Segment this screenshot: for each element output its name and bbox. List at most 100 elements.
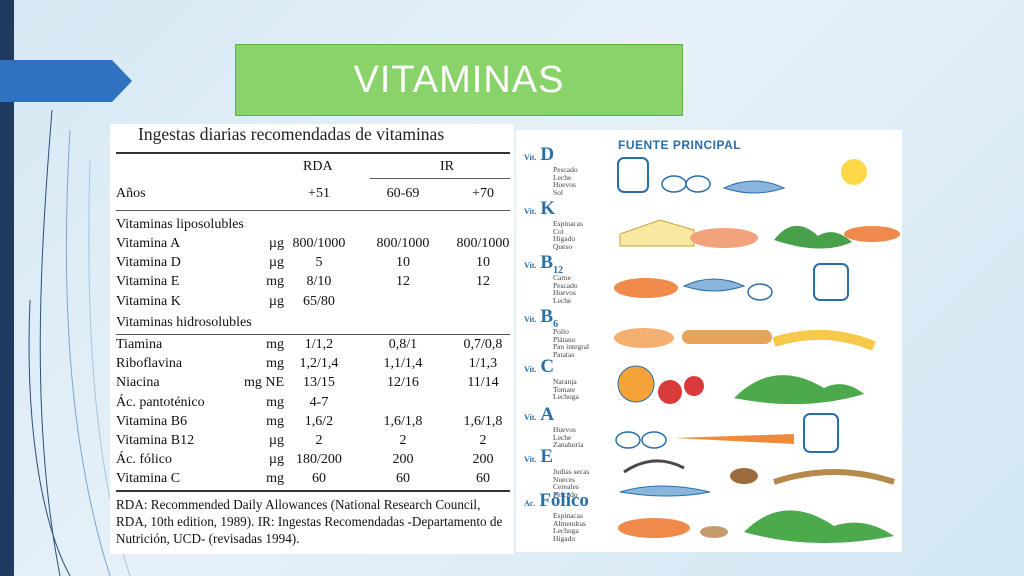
age-rda: +51 xyxy=(308,186,330,201)
left-accent-bar xyxy=(0,0,14,576)
table-rule-top xyxy=(116,152,510,154)
table-footnote: RDA: Recommended Daily Allowances (Natio… xyxy=(116,497,503,546)
folico-illustration xyxy=(618,510,894,544)
table-row: Vitamina K µg 65/80 xyxy=(116,294,514,313)
vitamin-letter: C xyxy=(540,356,554,377)
vitamin-name: Ác. fólico xyxy=(116,452,172,468)
age-ir1: 60-69 xyxy=(386,186,420,201)
food-item: Plátano xyxy=(553,334,576,344)
ir-70-value: 2 xyxy=(479,433,487,448)
section-hidrosolubles: Vitaminas hidrosolubles xyxy=(116,315,252,330)
vitamin-name: Vitamina B6 xyxy=(116,413,188,429)
vitamin-name: Tiamina xyxy=(116,337,163,352)
table-rule-hidro xyxy=(116,334,510,335)
header-ir-rule xyxy=(370,178,510,179)
vitamin-prefix: Vit. xyxy=(524,413,537,422)
vitamin-letter: E xyxy=(540,446,553,467)
ir-60-69-value: 12/16 xyxy=(387,375,419,391)
food-list: Espinacas Col Hígado Queso xyxy=(553,220,583,250)
ir-60-69-value: 0,8/1 xyxy=(388,337,418,352)
unit: mg xyxy=(266,394,284,410)
source-title: FUENTE PRINCIPAL xyxy=(618,138,742,152)
vitamin-letter-text: A xyxy=(540,404,555,425)
table-row: Vitamina E mg 8/10 12 12 xyxy=(116,274,514,293)
ir-70-value: 1/1,3 xyxy=(468,356,498,372)
vitamin-name: Vitamina B12 xyxy=(116,433,195,448)
table-row: Tiamina mg 1/1,2 0,8/1 0,7/0,8 xyxy=(116,337,514,356)
food-source-panel: FUENTE PRINCIPAL xyxy=(516,130,902,552)
vit-d-illustration xyxy=(617,157,867,194)
food-list: Pescado Leche Huevos Sol xyxy=(553,166,578,196)
food-item: Huevos xyxy=(553,425,576,434)
rda-value: 8/10 xyxy=(306,274,332,290)
vitamin-label: Vit. B6 xyxy=(524,306,558,330)
food-item: Col xyxy=(553,226,564,236)
food-item: Naranja xyxy=(553,377,577,386)
food-item: Sol xyxy=(553,187,564,197)
table-row: Niacina mg NE 13/15 12/16 11/14 xyxy=(116,375,514,394)
food-list: Naranja Tomate Lechuga xyxy=(553,378,579,401)
unit: mg NE xyxy=(243,375,284,391)
ir-60-69-value: 200 xyxy=(392,452,414,468)
arrow-tab xyxy=(0,60,132,102)
vitamin-label: Ac. Fólico xyxy=(524,490,589,512)
rda-value: 180/200 xyxy=(296,452,342,468)
ir-70-value: 200 xyxy=(472,452,494,468)
vit-e-illustration xyxy=(619,459,895,497)
food-item: Leche xyxy=(553,432,572,442)
food-item: Tomate xyxy=(553,384,576,394)
vitamin-label: Vit. E xyxy=(524,446,553,468)
vitamin-prefix: Ac. xyxy=(524,499,536,508)
vit-a-illustration xyxy=(615,413,839,453)
vitamin-letter-text: K xyxy=(540,198,556,219)
food-item: Pescado xyxy=(553,165,578,174)
rda-value: 4-7 xyxy=(309,394,329,410)
food-item: Lechuga xyxy=(553,392,579,402)
vitamin-letter-text: B xyxy=(540,306,554,327)
food-item: Espinacas xyxy=(553,511,583,520)
vitamin-name: Ác. pantoténico xyxy=(116,394,205,410)
food-list: Pollo Plátano Pan integral Patatas xyxy=(553,328,589,358)
table-row: Ác. fólico µg 180/200 200 200 xyxy=(116,452,514,471)
vitamin-prefix: Vit. xyxy=(524,365,537,374)
ir-60-69-value: 2 xyxy=(399,433,407,448)
vitamin-label: Vit. C xyxy=(524,356,554,378)
vit-k-illustration xyxy=(619,219,900,249)
age-row: Años +51 60-69 +70 xyxy=(116,186,514,205)
food-item: Huevos xyxy=(553,288,576,298)
rda-value: 60 xyxy=(312,471,326,487)
table-row: Vitamina D µg 5 10 10 xyxy=(116,255,514,274)
food-item: Cereales xyxy=(553,482,579,492)
unit: µg xyxy=(268,236,284,251)
food-item: Patatas xyxy=(553,349,575,359)
table-row: Ác. pantoténico mg 4-7 xyxy=(116,395,514,414)
table-rule-bottom xyxy=(116,490,510,492)
ir-70-value: 0,7/0,8 xyxy=(463,337,503,352)
title-box: VITAMINAS xyxy=(235,44,683,116)
food-item: Queso xyxy=(553,241,573,251)
unit: mg xyxy=(266,356,284,372)
recommended-intake-table: Ingestas diarias recomendadas de vitamin… xyxy=(110,124,514,554)
unit: mg xyxy=(266,274,284,290)
unit: µg xyxy=(268,255,284,271)
ir-60-69-value: 1,1/1,4 xyxy=(383,356,423,372)
table-row: Vitamina B6 mg 1,6/2 1,6/1,8 1,6/1,8 xyxy=(116,414,514,433)
vitamin-prefix: Vit. xyxy=(524,153,537,162)
food-list: Espinacas Almendras Lechuga Hígado xyxy=(553,512,586,542)
ir-70-value: 12 xyxy=(476,274,490,290)
vitamin-prefix: Vit. xyxy=(524,455,537,464)
vitamin-prefix: Vit. xyxy=(524,207,537,216)
vitamin-letter: K xyxy=(540,198,555,219)
vit-c-illustration xyxy=(617,365,864,405)
vitamin-letter: B12 xyxy=(540,252,563,276)
ir-60-69-value: 10 xyxy=(396,255,410,271)
unit: mg xyxy=(266,337,284,352)
header-ir: IR xyxy=(440,159,454,174)
rda-value: 65/80 xyxy=(303,293,335,309)
table-rule-mid xyxy=(116,210,510,211)
vitamin-letter-text: E xyxy=(540,446,554,467)
vitamin-prefix: Vit. xyxy=(524,261,537,270)
rda-value: 1,6/2 xyxy=(304,413,334,429)
vitamin-letter: A xyxy=(540,404,554,425)
vitamin-subscript: 6 xyxy=(553,318,559,330)
